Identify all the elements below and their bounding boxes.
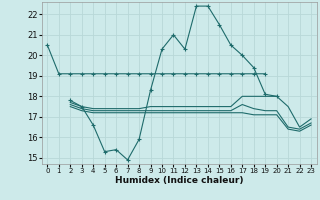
X-axis label: Humidex (Indice chaleur): Humidex (Indice chaleur): [115, 176, 244, 185]
